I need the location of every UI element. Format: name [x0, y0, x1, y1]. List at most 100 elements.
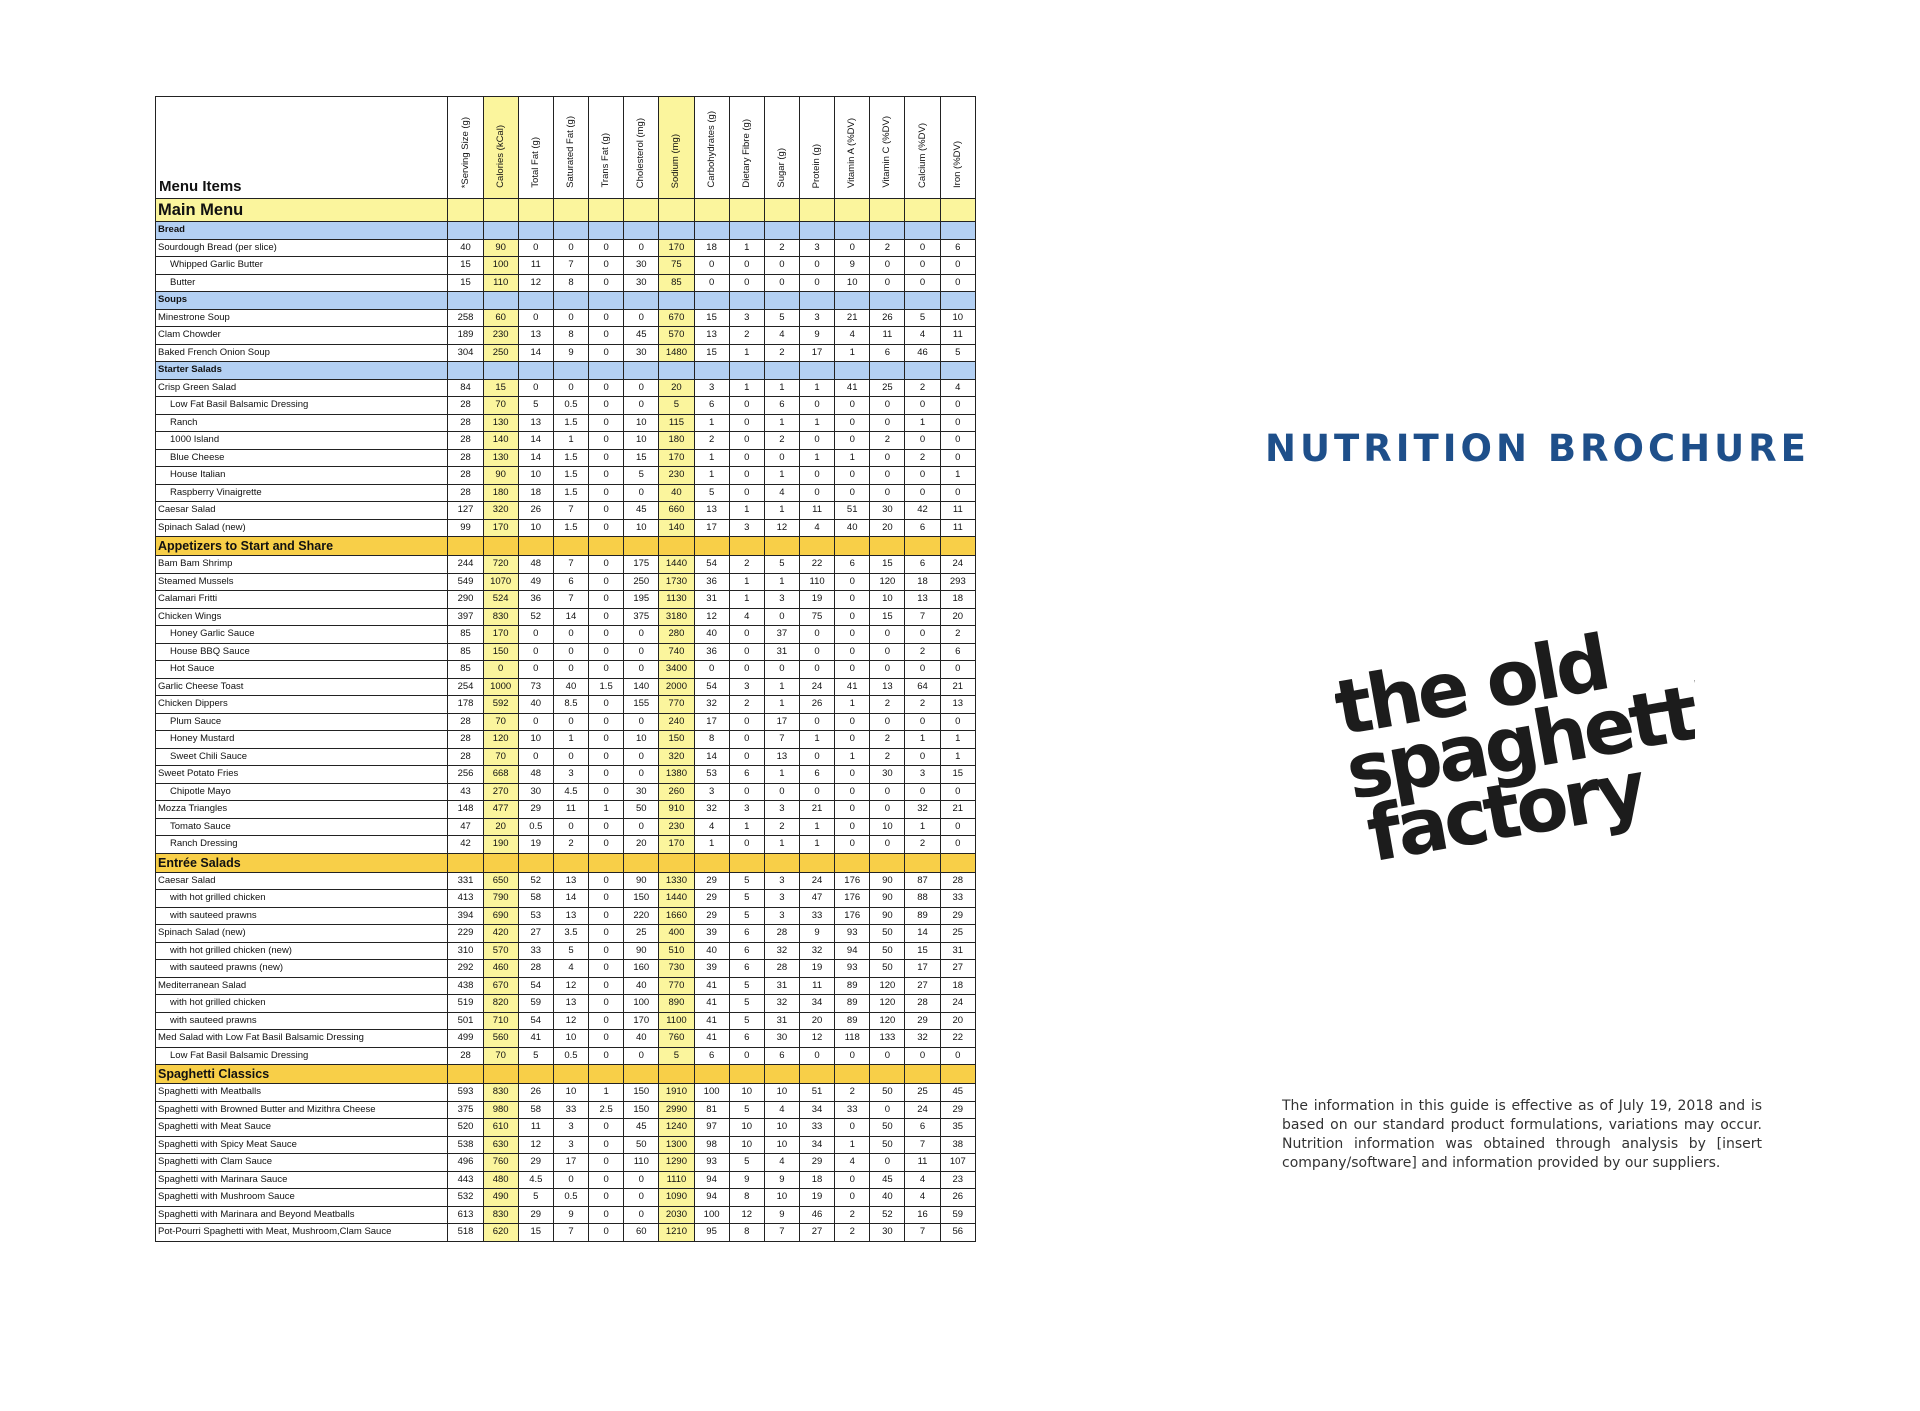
table-cell: 20	[939, 607, 977, 626]
table-cell: 4	[552, 959, 590, 978]
table-cell: 6	[904, 518, 941, 537]
table-cell: 0	[834, 1046, 871, 1065]
table-cell: 3	[693, 782, 730, 801]
table-cell: 3	[798, 238, 836, 257]
table-cell: 49	[517, 572, 554, 591]
table-cell: 4	[728, 607, 765, 626]
table-cell: 90	[869, 871, 906, 890]
menu-item-name: Steamed Mussels	[154, 572, 449, 591]
table-cell: 0	[834, 1188, 871, 1207]
table-cell: 480	[482, 1170, 519, 1189]
table-cell: 730	[658, 959, 695, 978]
table-cell: 10	[623, 518, 660, 537]
menu-item-name: with hot grilled chicken (new)	[154, 941, 449, 960]
table-cell: 2	[869, 730, 906, 749]
table-cell	[834, 198, 871, 222]
table-cell: 1	[798, 378, 836, 397]
table-row: Sourdough Bread (per slice) 40 90 0 0 0 0 170 18…	[154, 238, 977, 257]
table-cell: 0	[869, 1046, 906, 1065]
table-cell: 6	[904, 1118, 941, 1137]
table-cell: 10	[763, 1083, 800, 1102]
table-cell: 0	[623, 238, 660, 257]
table-cell: 180	[482, 483, 519, 502]
table-cell: 15	[869, 607, 906, 626]
table-cell	[904, 1064, 941, 1084]
menu-item-name: Honey Mustard	[154, 730, 449, 749]
table-row: Pot-Pourri Spaghetti with Meat, Mushroom…	[154, 1223, 977, 1242]
table-cell	[728, 536, 765, 556]
table-cell: 89	[904, 906, 941, 925]
table-row: Spaghetti with Mushroom Sauce 532 490 5 0.5 0…	[154, 1188, 977, 1207]
table-cell: 11	[869, 326, 906, 345]
table-cell: 0	[588, 695, 625, 714]
table-cell: 15	[447, 256, 484, 275]
table-cell: 46	[904, 343, 941, 362]
table-cell: 244	[447, 555, 484, 574]
menu-item-name: Sourdough Bread (per slice)	[154, 238, 449, 257]
table-cell: 0	[588, 607, 625, 626]
table-cell: 8	[728, 1188, 765, 1207]
table-cell: 0	[798, 712, 836, 731]
table-cell: 15	[693, 308, 730, 327]
table-cell: 0	[939, 396, 977, 415]
menu-item-name: Ranch	[154, 413, 449, 432]
table-cell: 1660	[658, 906, 695, 925]
table-cell: 9	[552, 343, 590, 362]
table-cell: 54	[693, 555, 730, 574]
table-cell: 2	[834, 1083, 871, 1102]
table-cell: 5	[693, 483, 730, 502]
table-cell: 1290	[658, 1153, 695, 1172]
table-cell: 120	[869, 994, 906, 1013]
table-cell: 51	[834, 501, 871, 520]
column-header: Vitamin C (%DV)	[869, 96, 906, 199]
table-row: 1000 Island 28 140 14 1 0 10 180 2 0 2 0 0 2 0 0	[154, 431, 977, 450]
table-cell: 397	[447, 607, 484, 626]
table-cell: 50	[623, 1135, 660, 1154]
menu-item-name: Spaghetti with Meat Sauce	[154, 1118, 449, 1137]
table-cell: 1	[588, 1083, 625, 1102]
table-cell: 1	[834, 695, 871, 714]
table-cell: 7	[904, 1223, 941, 1242]
table-cell: 34	[798, 1100, 836, 1119]
table-row: Steamed Mussels 549 1070 49 6 0 250 1730 36 1 1 110…	[154, 572, 977, 591]
table-cell: 0	[588, 1135, 625, 1154]
table-cell: 7	[904, 1135, 941, 1154]
table-cell	[798, 536, 836, 556]
table-cell: 610	[482, 1118, 519, 1137]
table-cell: 0	[728, 273, 765, 292]
table-cell: 24	[939, 555, 977, 574]
table-cell: 0	[904, 712, 941, 731]
category-header-row: Main Menu	[154, 198, 977, 222]
table-cell: 32	[693, 695, 730, 714]
table-cell: 0	[728, 483, 765, 502]
table-cell: 0	[588, 1118, 625, 1137]
table-cell: 0	[904, 466, 941, 485]
table-cell: 100	[623, 994, 660, 1013]
table-cell: 0	[869, 413, 906, 432]
table-cell: 690	[482, 906, 519, 925]
table-cell: 15	[447, 273, 484, 292]
table-cell: 26	[517, 501, 554, 520]
table-cell: 29	[517, 800, 554, 819]
menu-item-name: Spaghetti with Meatballs	[154, 1083, 449, 1102]
table-cell: 0	[904, 1046, 941, 1065]
table-cell: 0	[904, 256, 941, 275]
table-cell: 0	[728, 712, 765, 731]
table-cell: 0	[588, 273, 625, 292]
table-cell: 2	[939, 625, 977, 644]
table-cell: 0	[728, 660, 765, 679]
table-cell: 0	[517, 238, 554, 257]
table-cell: 13	[552, 906, 590, 925]
table-row: Butter 15 110 12 8 0 30 85 0 0 0 0 10 0 0 0	[154, 273, 977, 292]
table-cell: 89	[834, 976, 871, 995]
table-cell: 0	[834, 607, 871, 626]
table-cell: 21	[798, 800, 836, 819]
table-cell: 41	[834, 378, 871, 397]
table-cell: 40	[623, 976, 660, 995]
table-cell: 2	[693, 431, 730, 450]
column-header-label: Trans Fat (g)	[600, 133, 612, 188]
table-cell: 1090	[658, 1188, 695, 1207]
table-cell: 13	[869, 677, 906, 696]
table-cell: 6	[728, 941, 765, 960]
table-cell: 110	[623, 1153, 660, 1172]
